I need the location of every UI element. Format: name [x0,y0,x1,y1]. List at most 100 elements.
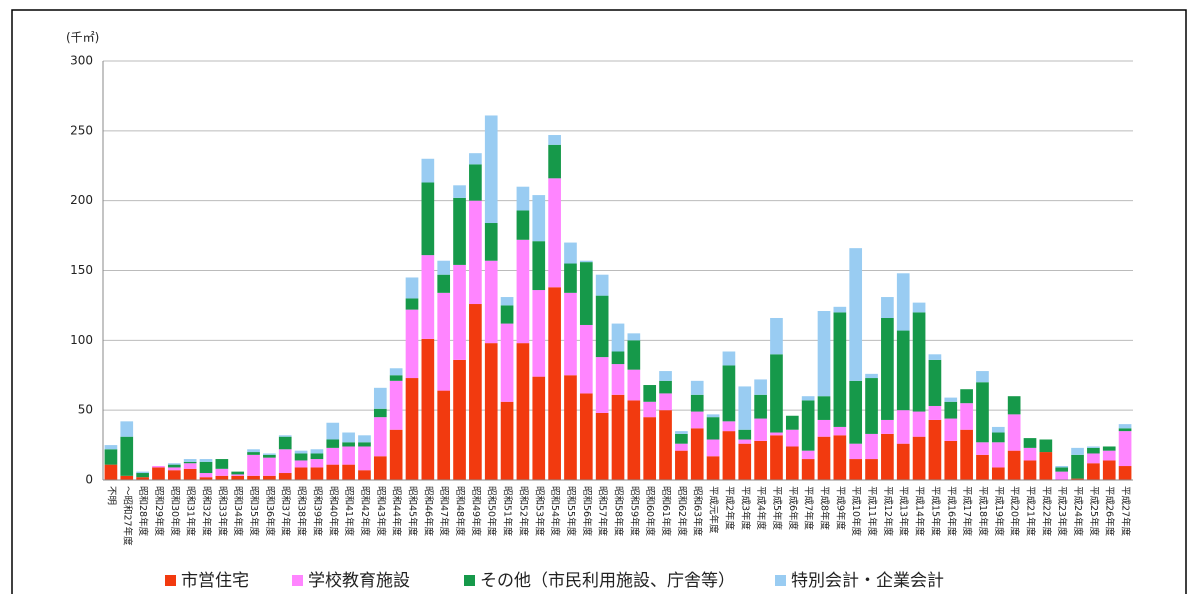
x-tick-label: 昭和42年度 [359,486,371,537]
bar-segment [865,373,878,379]
bar-segment [960,429,973,480]
bar-segment [310,453,324,460]
bar-segment [944,397,958,402]
bar-segment [183,461,197,464]
x-tick-label: 昭和35年度 [248,486,260,537]
bar-segment [500,305,514,324]
bar-segment [437,390,451,480]
bar-segment [199,459,213,462]
bar-segment [675,443,688,451]
bar-segment [722,365,736,422]
bar-segment [469,200,482,305]
x-tick-label: ～昭和27年度 [121,486,133,546]
bar-segment [881,433,894,480]
bar-segment [801,396,815,401]
bar-segment [896,443,910,480]
bar-segment [1007,450,1021,480]
bar-segment [183,459,197,462]
bar-segment [373,387,387,409]
bar-segment [976,371,989,383]
bar-segment [231,471,245,475]
x-tick-label: 昭和48年度 [454,486,466,537]
bar-segment [928,419,942,480]
bar-segment [770,317,783,355]
bar-segment [294,460,308,468]
bar-segment [944,418,958,441]
bar-segment [342,446,355,465]
y-tick-label: 300 [70,54,93,68]
x-tick-label: 平成22年度 [1040,486,1052,537]
legend-label: 学校教育施設 [308,571,410,591]
bar-segment [611,351,625,365]
x-tick-label: 平成10年度 [850,486,862,537]
bar-segment [548,178,561,288]
bar-segment [659,371,672,381]
x-tick-label: 昭和43年度 [375,486,387,537]
x-tick-label: 昭和29年度 [153,486,165,537]
bar-segment [373,408,387,418]
legend-swatch [464,575,475,586]
bar-segment [595,274,609,296]
bar-segment [881,419,894,434]
bar-segment [263,453,276,455]
bar-segment [849,380,863,444]
x-tick-label: 昭和33年度 [216,486,228,537]
x-tick-label: 平成17年度 [961,486,973,537]
bar-segment [865,459,878,480]
bar-segment [500,401,514,480]
bar-segment [484,223,498,261]
bar-segment [976,442,989,455]
bar-segment [976,454,989,480]
bar-segment [1071,478,1084,480]
y-tick-label: 50 [78,403,93,417]
bar-segment [738,443,752,480]
bar-segment [706,439,720,457]
bar-segment [421,158,435,183]
bar-segment [849,248,863,381]
bar-segment [532,241,546,291]
bar-segment [928,354,942,360]
y-tick-label: 200 [70,193,93,207]
bar-segment [675,431,688,434]
bar-segment [564,242,577,264]
bar-segment [516,239,530,344]
bar-segment [896,330,910,411]
x-tick-label: 平成23年度 [1056,486,1068,537]
bar-segment [912,436,926,480]
bar-segment [706,417,720,440]
bar-segment [1071,447,1084,455]
bar-segment [532,195,546,242]
bar-segment [611,364,625,395]
bar-segment [421,255,435,339]
bar-segment [801,450,815,460]
y-tick-label: 250 [70,123,93,137]
bar-segment [310,467,324,480]
bar-segment [1118,431,1132,467]
bar-segment [358,435,371,443]
bar-segment [722,421,736,432]
x-tick-label: 昭和38年度 [296,486,308,537]
x-tick-label: 昭和34年度 [232,486,244,537]
bar-segment [294,453,308,461]
bar-segment [421,338,435,480]
x-tick-label: 不明 [105,486,116,505]
bar-segment [611,323,625,352]
bar-segment [326,422,340,440]
bar-segment [294,450,308,454]
x-tick-label: 昭和56年度 [581,486,593,537]
x-tick-label: 昭和61年度 [660,486,672,537]
bar-segment [120,421,134,437]
bar-segment [215,459,229,469]
bar-segment [1118,424,1132,429]
bar-segment [1055,467,1069,472]
x-tick-label: 平成2年度 [723,486,735,531]
x-tick-label: 昭和49年度 [470,486,482,537]
bar-segment [167,470,181,480]
bar-segment [1023,447,1037,461]
x-tick-label: 昭和36年度 [264,486,276,537]
legend-swatch [775,575,786,586]
bar-segment [627,333,641,341]
bar-segment [991,442,1005,468]
bar-segment [785,429,799,447]
bar-segment [437,292,451,391]
